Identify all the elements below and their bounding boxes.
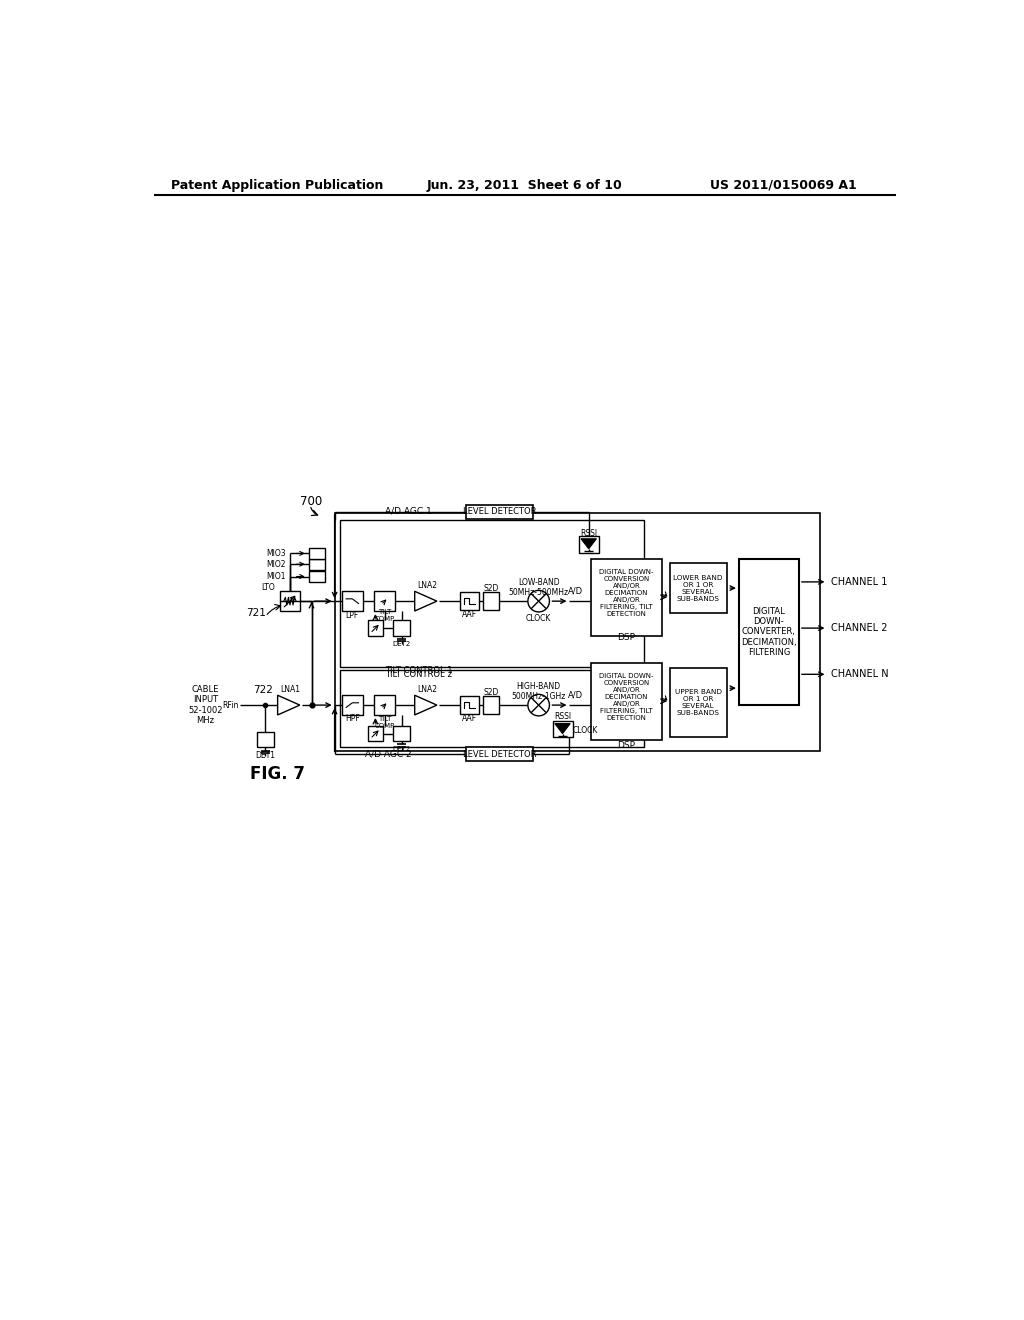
Text: DET2: DET2 [392, 640, 411, 647]
Text: S2D: S2D [483, 688, 499, 697]
Text: LEVEL DETECTOR: LEVEL DETECTOR [463, 750, 537, 759]
Text: A/D: A/D [568, 690, 584, 700]
Text: DIGITAL DOWN-
CONVERSION
AND/OR
DECIMATION
AND/OR
FILTERING, TILT
DETECTION: DIGITAL DOWN- CONVERSION AND/OR DECIMATI… [599, 569, 653, 618]
FancyBboxPatch shape [374, 591, 395, 611]
Polygon shape [415, 591, 437, 611]
Text: A/D AGC 1: A/D AGC 1 [385, 507, 431, 516]
Text: S2D: S2D [483, 585, 499, 593]
FancyBboxPatch shape [460, 696, 478, 714]
Text: LNA1: LNA1 [280, 685, 300, 694]
Text: Jun. 23, 2011  Sheet 6 of 10: Jun. 23, 2011 Sheet 6 of 10 [427, 178, 623, 191]
Text: AAF: AAF [462, 714, 477, 722]
Polygon shape [278, 696, 300, 715]
FancyBboxPatch shape [309, 572, 325, 582]
FancyBboxPatch shape [670, 562, 727, 612]
Text: HIGH-BAND
500MHz-1GHz: HIGH-BAND 500MHz-1GHz [511, 681, 566, 701]
Text: CLOCK: CLOCK [572, 726, 598, 735]
Text: TILT
COMP: TILT COMP [375, 609, 395, 622]
Text: RSSI: RSSI [581, 529, 597, 537]
Polygon shape [415, 696, 437, 715]
Text: LTO: LTO [261, 583, 274, 591]
Text: CABLE
INPUT
52-1002
MHz: CABLE INPUT 52-1002 MHz [188, 685, 222, 725]
Text: A/D: A/D [568, 586, 584, 595]
Text: RSSI: RSSI [554, 713, 571, 721]
FancyBboxPatch shape [670, 668, 727, 738]
FancyBboxPatch shape [553, 721, 572, 738]
Text: CHANNEL 2: CHANNEL 2 [831, 623, 888, 634]
FancyBboxPatch shape [739, 558, 799, 705]
FancyBboxPatch shape [483, 696, 499, 714]
Text: DIGITAL DOWN-
CONVERSION
AND/OR
DECIMATION
AND/OR
FILTERING, TILT
DETECTION: DIGITAL DOWN- CONVERSION AND/OR DECIMATI… [599, 673, 653, 722]
Text: CLOCK: CLOCK [526, 614, 551, 623]
Text: MIO3: MIO3 [266, 549, 286, 558]
Text: DSP: DSP [617, 742, 636, 750]
Text: 722: 722 [253, 685, 273, 694]
Text: DIGITAL
DOWN-
CONVERTER,
DECIMATION,
FILTERING: DIGITAL DOWN- CONVERTER, DECIMATION, FIL… [741, 607, 797, 657]
Text: DET1: DET1 [255, 751, 275, 759]
Text: LOW-BAND
50MHz-500MHz: LOW-BAND 50MHz-500MHz [509, 578, 568, 597]
FancyBboxPatch shape [368, 620, 383, 636]
Text: LOWER BAND
OR 1 OR
SEVERAL
SUB-BANDS: LOWER BAND OR 1 OR SEVERAL SUB-BANDS [674, 574, 723, 602]
Circle shape [528, 694, 550, 715]
Text: US 2011/0150069 A1: US 2011/0150069 A1 [711, 178, 857, 191]
Text: DET2: DET2 [392, 746, 411, 752]
Polygon shape [581, 539, 596, 549]
Text: LNA2: LNA2 [417, 581, 437, 590]
FancyBboxPatch shape [280, 591, 300, 611]
Text: LEVEL DETECTOR: LEVEL DETECTOR [463, 507, 537, 516]
Text: A/D AGC 2: A/D AGC 2 [366, 750, 412, 759]
Circle shape [528, 590, 550, 612]
Text: TILT
COMP: TILT COMP [375, 715, 395, 729]
Polygon shape [555, 723, 570, 734]
Text: CHANNEL 1: CHANNEL 1 [831, 577, 888, 587]
FancyBboxPatch shape [591, 663, 662, 739]
Text: RFin: RFin [222, 701, 239, 710]
FancyBboxPatch shape [483, 591, 499, 610]
FancyBboxPatch shape [579, 536, 599, 553]
Text: UPPER BAND
OR 1 OR
SEVERAL
SUB-BANDS: UPPER BAND OR 1 OR SEVERAL SUB-BANDS [675, 689, 722, 717]
Text: 700: 700 [300, 495, 323, 508]
FancyBboxPatch shape [591, 558, 662, 636]
Text: MIO1: MIO1 [266, 572, 286, 581]
Text: LPF: LPF [346, 611, 359, 619]
Text: MIO2: MIO2 [266, 560, 286, 569]
FancyBboxPatch shape [342, 591, 364, 611]
FancyBboxPatch shape [393, 620, 410, 636]
Text: Patent Application Publication: Patent Application Publication [171, 178, 383, 191]
Text: 721: 721 [246, 607, 266, 618]
FancyBboxPatch shape [257, 733, 273, 747]
FancyBboxPatch shape [309, 558, 325, 570]
Text: TILT CONTROL 2: TILT CONTROL 2 [385, 669, 453, 678]
Text: AAF: AAF [462, 610, 477, 619]
FancyBboxPatch shape [342, 696, 364, 715]
Text: LNA2: LNA2 [417, 685, 437, 694]
FancyBboxPatch shape [393, 726, 410, 742]
FancyBboxPatch shape [466, 506, 534, 519]
Text: TILT CONTROL 1: TILT CONTROL 1 [385, 665, 453, 675]
Text: DSP: DSP [617, 634, 636, 643]
FancyBboxPatch shape [374, 696, 395, 715]
FancyBboxPatch shape [466, 747, 534, 762]
Text: HPF: HPF [345, 714, 359, 723]
FancyBboxPatch shape [368, 726, 383, 742]
FancyBboxPatch shape [460, 591, 478, 610]
Text: FIG. 7: FIG. 7 [250, 766, 305, 783]
FancyBboxPatch shape [309, 548, 325, 558]
Text: CHANNEL N: CHANNEL N [831, 669, 889, 680]
